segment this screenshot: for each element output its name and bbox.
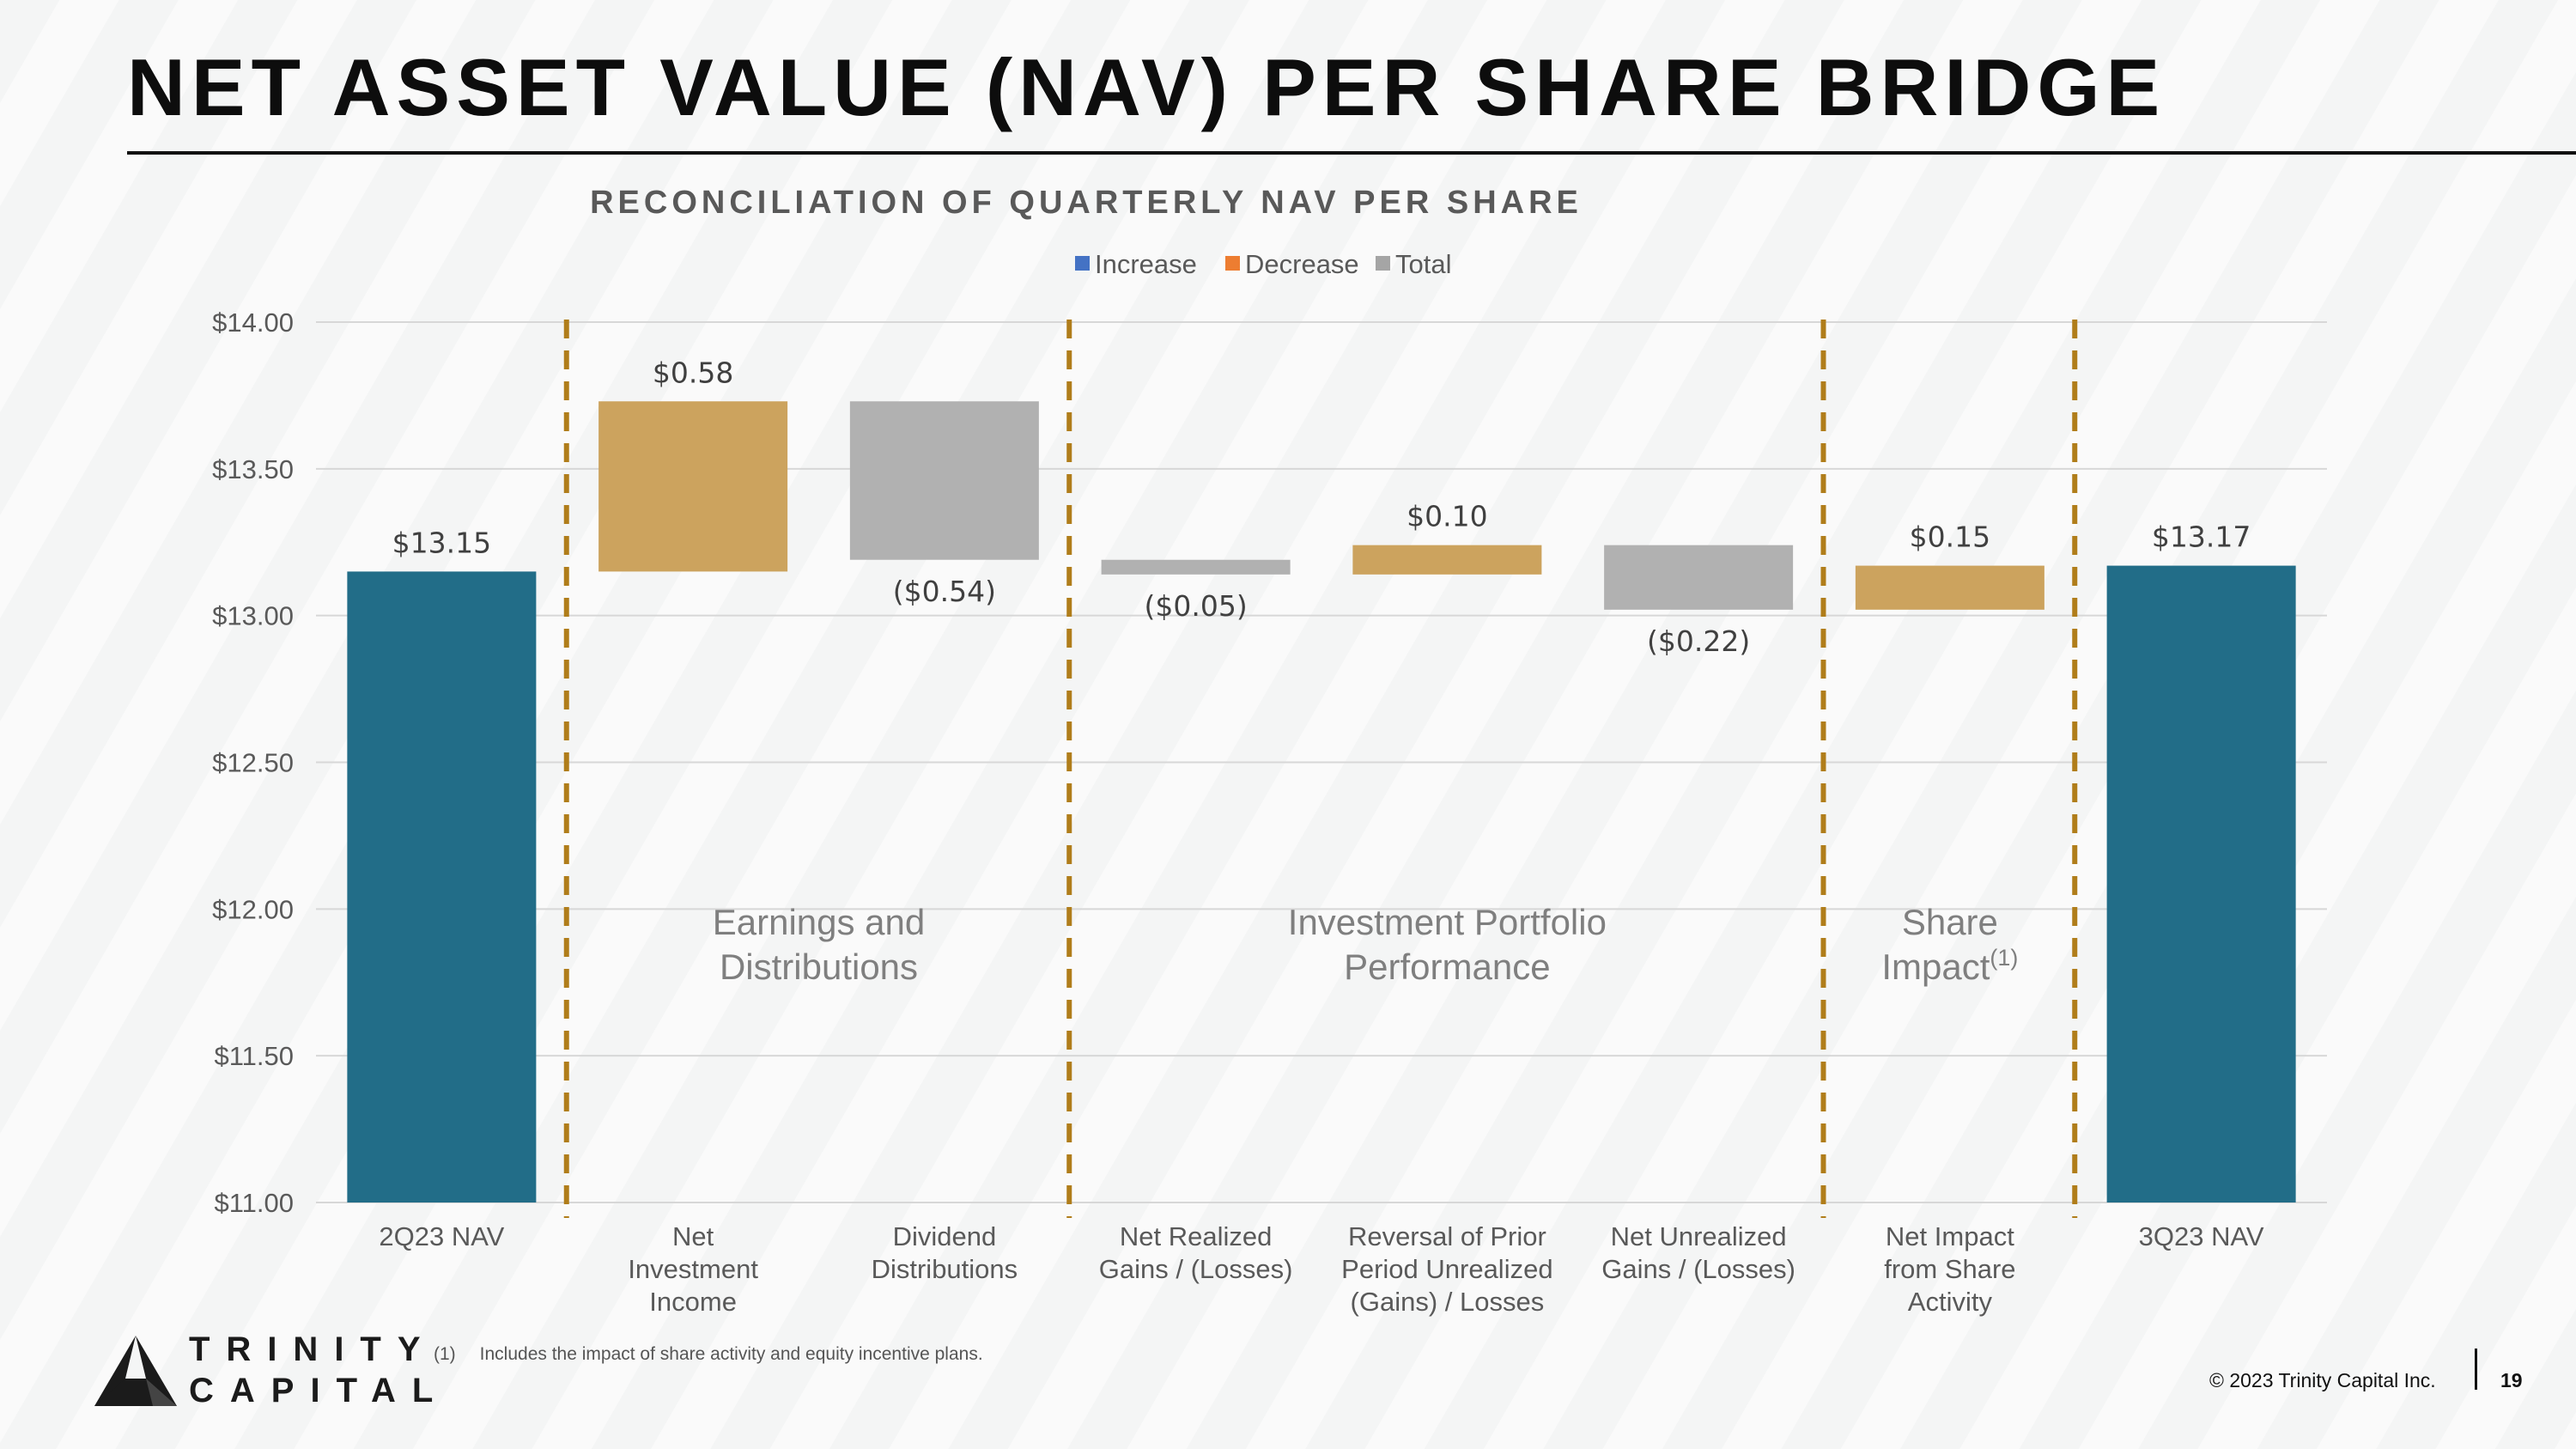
x-tick-label: Dividend: [893, 1221, 997, 1251]
data-label: $13.15: [392, 526, 491, 559]
group-annotation: Share: [1902, 902, 1998, 942]
x-tick-label: Net Impact: [1886, 1221, 2014, 1251]
x-tick-label: Net: [672, 1221, 714, 1251]
bar-total: [2106, 565, 2296, 1202]
chart-title: RECONCILIATION OF QUARTERLY NAV PER SHAR…: [590, 185, 1583, 221]
triangle-logo-icon: [94, 1336, 177, 1406]
bar-total: [347, 571, 537, 1202]
bar-increase: [1352, 545, 1542, 575]
group-annotation-footnote: (1): [1990, 945, 2018, 971]
footnote-text: Includes the impact of share activity an…: [479, 1344, 983, 1364]
data-label: ($0.05): [1145, 589, 1248, 623]
copyright: © 2023 Trinity Capital Inc.: [2209, 1369, 2436, 1391]
data-label: $13.17: [2152, 521, 2251, 554]
bar-decrease: [1101, 559, 1291, 575]
x-tick-label: Activity: [1908, 1287, 1993, 1317]
data-label: $0.10: [1406, 500, 1487, 533]
legend-label-increase: Increase: [1095, 249, 1197, 279]
data-label: ($0.22): [1647, 624, 1750, 658]
group-annotation: Impact(1): [1881, 945, 2018, 987]
y-tick-label: $13.50: [212, 454, 294, 484]
x-tick-label: Net Unrealized: [1611, 1221, 1787, 1251]
x-tick-label: from Share: [1884, 1254, 2015, 1284]
logo-word-capital: CAPITAL: [189, 1372, 450, 1409]
y-tick-label: $11.50: [214, 1041, 294, 1071]
group-annotation: Distributions: [720, 947, 918, 987]
x-tick-label: (Gains) / Losses: [1351, 1287, 1545, 1317]
x-tick-label: Reversal of Prior: [1348, 1221, 1546, 1251]
group-annotation: Performance: [1344, 947, 1550, 987]
bar-decrease: [849, 401, 1039, 560]
x-tick-label: 3Q23 NAV: [2139, 1221, 2264, 1251]
data-label: ($0.54): [893, 575, 996, 608]
y-tick-label: $12.50: [212, 748, 294, 778]
x-tick-label: Distributions: [872, 1254, 1018, 1284]
logo-word-trinity: TRINITY: [189, 1330, 437, 1368]
bar-increase: [1855, 565, 2044, 610]
legend-label-decrease: Decrease: [1245, 249, 1359, 279]
legend-swatch-increase: [1075, 256, 1090, 271]
data-label: $0.15: [1910, 521, 1990, 554]
x-tick-label: Income: [649, 1287, 737, 1317]
bar-decrease: [1604, 545, 1794, 610]
data-label: $0.58: [653, 356, 733, 389]
legend-swatch-decrease: [1225, 256, 1240, 271]
footnote: (1) Includes the impact of share activity…: [434, 1344, 983, 1365]
page-number: 19: [2500, 1369, 2523, 1391]
x-tick-label: Net Realized: [1120, 1221, 1272, 1251]
footnote-number: (1): [434, 1344, 456, 1364]
page-title: NET ASSET VALUE (NAV) PER SHARE BRIDGE: [127, 42, 2166, 132]
legend-label-total: Total: [1395, 249, 1451, 279]
group-annotation: Investment Portfolio: [1288, 902, 1607, 942]
x-tick-label: 2Q23 NAV: [379, 1221, 504, 1251]
title-rule: [127, 151, 2576, 155]
group-annotation: Earnings and: [713, 902, 926, 942]
y-tick-label: $13.00: [212, 601, 294, 631]
y-tick-label: $12.00: [212, 894, 294, 924]
bar-increase: [598, 401, 788, 572]
page-number-separator: [2475, 1349, 2477, 1390]
legend-swatch-total: [1376, 256, 1390, 271]
x-tick-label: Gains / (Losses): [1601, 1254, 1795, 1284]
trinity-capital-logo: TRINITY CAPITAL: [93, 1330, 433, 1412]
y-tick-label: $11.00: [214, 1188, 294, 1218]
x-tick-label: Gains / (Losses): [1099, 1254, 1293, 1284]
x-tick-label: Period Unrealized: [1341, 1254, 1552, 1284]
x-tick-label: Investment: [628, 1254, 758, 1284]
y-tick-label: $14.00: [212, 307, 294, 338]
